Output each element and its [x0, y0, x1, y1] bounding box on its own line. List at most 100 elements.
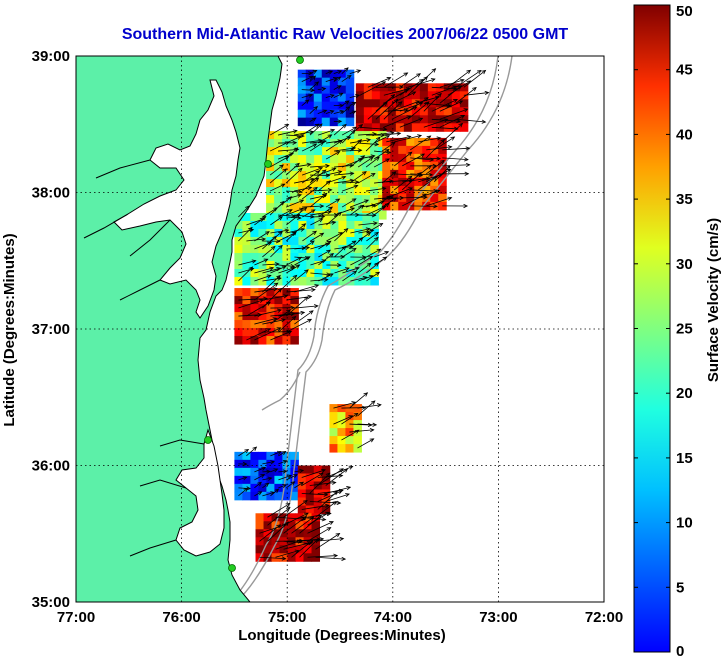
velocity-cell — [322, 276, 331, 286]
vector-arrowhead — [436, 156, 441, 161]
velocity-vector — [283, 500, 308, 518]
velocity-vector — [318, 240, 331, 250]
velocity-cell — [290, 155, 299, 164]
vector-arrowhead — [309, 516, 315, 521]
velocity-vector — [285, 168, 303, 184]
velocity-vector — [426, 146, 452, 151]
velocity-vector — [301, 177, 319, 192]
velocity-vector — [317, 134, 332, 144]
velocity-cell — [250, 459, 259, 469]
velocity-vector — [286, 264, 300, 274]
velocity-cell — [382, 201, 391, 211]
velocity-vector — [342, 248, 357, 258]
velocity-cell — [290, 451, 299, 461]
velocity-vector — [381, 197, 397, 208]
velocity-vector — [333, 85, 342, 90]
velocity-cell — [266, 296, 275, 305]
velocity-vector — [333, 207, 355, 216]
velocity-cell — [290, 328, 299, 337]
velocity-vector — [254, 474, 265, 481]
velocity-cell — [234, 320, 243, 329]
vector-arrowhead — [384, 148, 390, 154]
velocity-vector — [238, 298, 268, 301]
vector-arrowhead — [290, 481, 296, 486]
velocity-vector — [366, 248, 381, 258]
velocity-cell — [290, 203, 299, 212]
vector-arrowhead — [289, 152, 295, 157]
vector-arrowhead — [284, 124, 290, 129]
y-tick-label: 38:00 — [32, 185, 70, 202]
velocity-vector — [439, 100, 463, 112]
velocity-vector — [309, 75, 316, 82]
velocity-cell — [313, 117, 323, 127]
velocity-cell — [419, 83, 429, 92]
velocity-vector — [283, 540, 311, 544]
y-tick-labels: 39:00 38:00 37:00 36:00 35:00 — [32, 48, 70, 611]
velocity-cell — [266, 288, 275, 297]
velocity-cell — [298, 220, 307, 230]
velocity-vector — [441, 123, 463, 143]
vector-arrowhead — [285, 506, 291, 512]
velocity-cell — [305, 93, 315, 103]
velocity-vector — [286, 296, 309, 317]
velocity-cell — [337, 93, 347, 103]
velocity-cell — [274, 163, 283, 172]
velocity-vector — [238, 268, 254, 274]
velocity-vector — [374, 150, 391, 154]
vector-arrowhead — [430, 78, 436, 83]
velocity-cell — [362, 212, 371, 222]
velocity-cell — [406, 137, 415, 147]
velocity-vector — [262, 236, 277, 250]
velocity-vector — [431, 118, 461, 122]
velocity-cell — [322, 195, 331, 204]
velocity-vector — [407, 76, 428, 96]
vector-arrowhead — [308, 93, 314, 98]
velocity-vector — [382, 132, 401, 136]
velocity-cell — [314, 179, 323, 188]
velocity-vector — [341, 106, 351, 114]
vector-arrowhead — [351, 129, 356, 135]
vector-arrowhead — [317, 514, 323, 519]
vector-arrowhead — [353, 412, 359, 417]
vector-arrowhead — [351, 401, 357, 406]
velocity-cell — [282, 336, 291, 345]
velocity-vector — [425, 139, 445, 159]
velocity-vector — [341, 75, 352, 82]
vector-arrowhead — [426, 164, 432, 170]
velocity-vector — [386, 179, 413, 183]
velocity-vector — [357, 157, 374, 168]
vector-arrowhead — [337, 170, 343, 175]
velocity-vector — [315, 501, 337, 518]
vector-arrowhead — [370, 172, 376, 177]
vector-arrowhead — [325, 511, 331, 516]
vector-arrowhead — [299, 481, 305, 486]
vector-arrowhead — [458, 100, 464, 105]
velocity-cell — [298, 252, 307, 262]
velocity-cell — [322, 228, 331, 238]
velocity-cell — [406, 193, 415, 203]
vector-arrowhead — [282, 460, 288, 464]
velocity-vector — [309, 123, 323, 136]
y-axis-label: Latitude (Degrees:Minutes) — [1, 233, 18, 426]
vector-arrowhead — [407, 175, 413, 181]
velocity-cell — [370, 171, 379, 180]
vector-arrowhead — [281, 556, 287, 561]
velocity-vector — [275, 540, 302, 550]
velocity-cell — [371, 99, 381, 108]
velocity-vector — [426, 169, 451, 183]
velocity-vector — [433, 165, 451, 183]
velocity-vector — [375, 99, 398, 120]
velocity-cell — [266, 260, 275, 270]
vector-arrowhead — [245, 205, 250, 211]
vector-arrowhead — [376, 403, 382, 408]
vector-arrowhead — [311, 75, 317, 81]
velocity-vector — [315, 533, 340, 550]
velocity-cell — [282, 491, 291, 501]
velocity-vector — [317, 180, 331, 192]
velocity-cell — [403, 99, 413, 108]
velocity-vector — [291, 539, 314, 558]
vector-arrowhead — [452, 86, 458, 91]
velocity-cell — [329, 444, 338, 453]
velocity-cell — [411, 91, 421, 100]
velocity-vector — [410, 173, 433, 176]
